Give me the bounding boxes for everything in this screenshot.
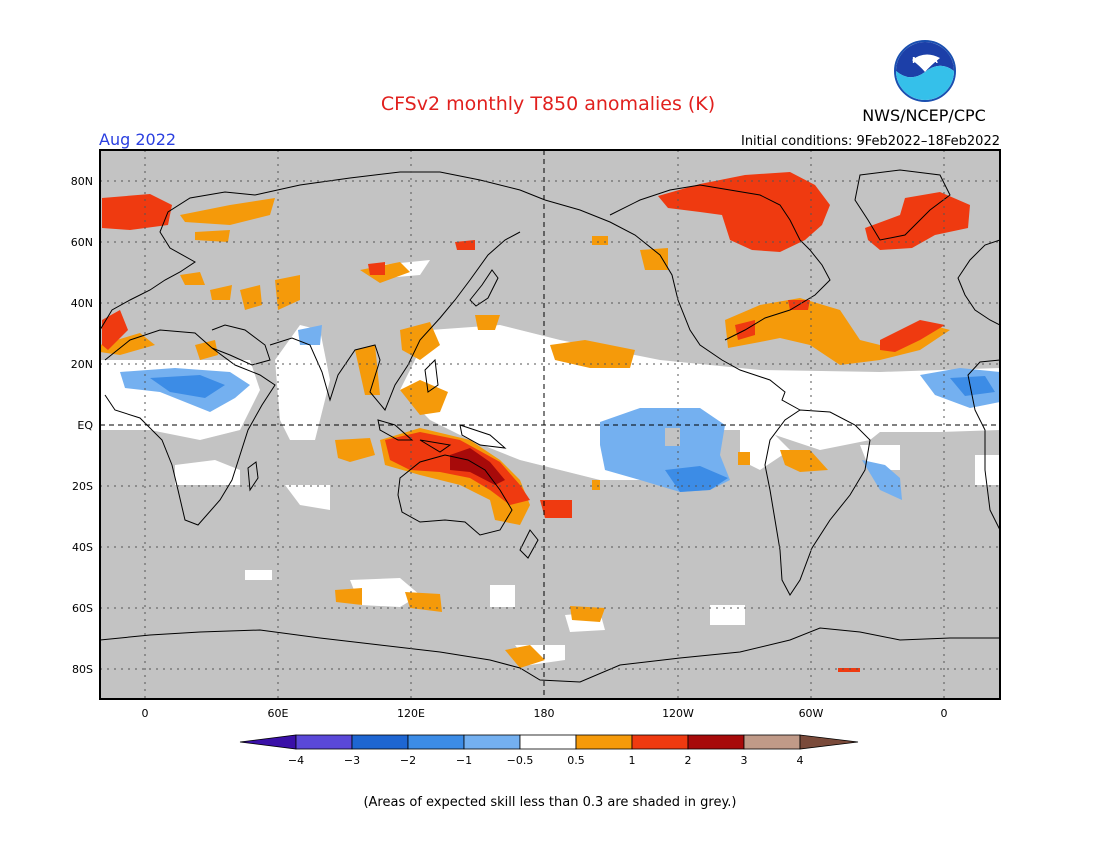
colorbar-label: −0.5 (507, 754, 534, 767)
noaa-logo-text: NOAA (912, 56, 938, 65)
initial-conditions: Initial conditions: 9Feb2022–18Feb2022 (741, 134, 1000, 149)
map-title: CFSv2 monthly T850 anomalies (K) (381, 93, 715, 115)
lat-label: EQ (77, 419, 93, 432)
colorbar-label: 0.5 (567, 754, 585, 767)
colorbar-label: 3 (741, 754, 748, 767)
lon-label: 0 (142, 707, 149, 720)
lat-label: 20N (71, 358, 93, 371)
lat-label: 40N (71, 297, 93, 310)
lat-label: 60S (72, 602, 93, 615)
warm-anomalies-level-3 (450, 448, 505, 485)
colorbar-swatch (463, 734, 521, 750)
lon-label: 0 (941, 707, 948, 720)
colorbar-swatch (519, 734, 577, 750)
lat-label: 80N (71, 175, 93, 188)
lat-label: 20S (72, 480, 93, 493)
colorbar-swatch (631, 734, 689, 750)
colorbar-arrow-left (239, 734, 297, 750)
colorbar-arrow-right (799, 734, 859, 750)
skill-note: (Areas of expected skill less than 0.3 a… (363, 795, 736, 810)
colorbar-label: 2 (685, 754, 692, 767)
anomaly-map: 80N 60N 40N 20N EQ 20S 40S 60S 80S 0 60E… (71, 149, 1001, 720)
lon-label: 180 (534, 707, 555, 720)
colorbar-label: −4 (288, 754, 304, 767)
coastlines (100, 169, 1000, 683)
lon-label: 60W (799, 707, 824, 720)
lon-label: 120W (662, 707, 694, 720)
lon-labels: 0 60E 120E 180 120W 60W 0 (142, 707, 948, 720)
noaa-logo: NOAA (894, 40, 956, 102)
colorbar-swatch (295, 734, 353, 750)
map-frame (99, 149, 1001, 700)
colorbar-label: −3 (344, 754, 360, 767)
colorbar: −4 −3 −2 −1 −0.5 0.5 1 2 3 4 (239, 734, 859, 767)
lat-label: 60N (71, 236, 93, 249)
colorbar-swatch (351, 734, 409, 750)
colorbar-swatch (407, 734, 465, 750)
colorbar-label: −2 (400, 754, 416, 767)
lat-labels: 80N 60N 40N 20N EQ 20S 40S 60S 80S (71, 175, 94, 676)
lat-gridlines (100, 180, 1000, 670)
lon-label: 60E (268, 707, 289, 720)
colorbar-swatch (743, 734, 801, 750)
colorbar-label: 1 (629, 754, 636, 767)
lat-label: 40S (72, 541, 93, 554)
cool-anomalies (120, 325, 1000, 500)
lat-label: 80S (72, 663, 93, 676)
colorbar-swatch (687, 734, 745, 750)
colorbar-label: 4 (797, 754, 804, 767)
lon-label: 120E (397, 707, 425, 720)
agency-label: NWS/NCEP/CPC (862, 106, 986, 125)
colorbar-label: −1 (456, 754, 472, 767)
forecast-month: Aug 2022 (99, 130, 176, 149)
colorbar-swatch (575, 734, 633, 750)
